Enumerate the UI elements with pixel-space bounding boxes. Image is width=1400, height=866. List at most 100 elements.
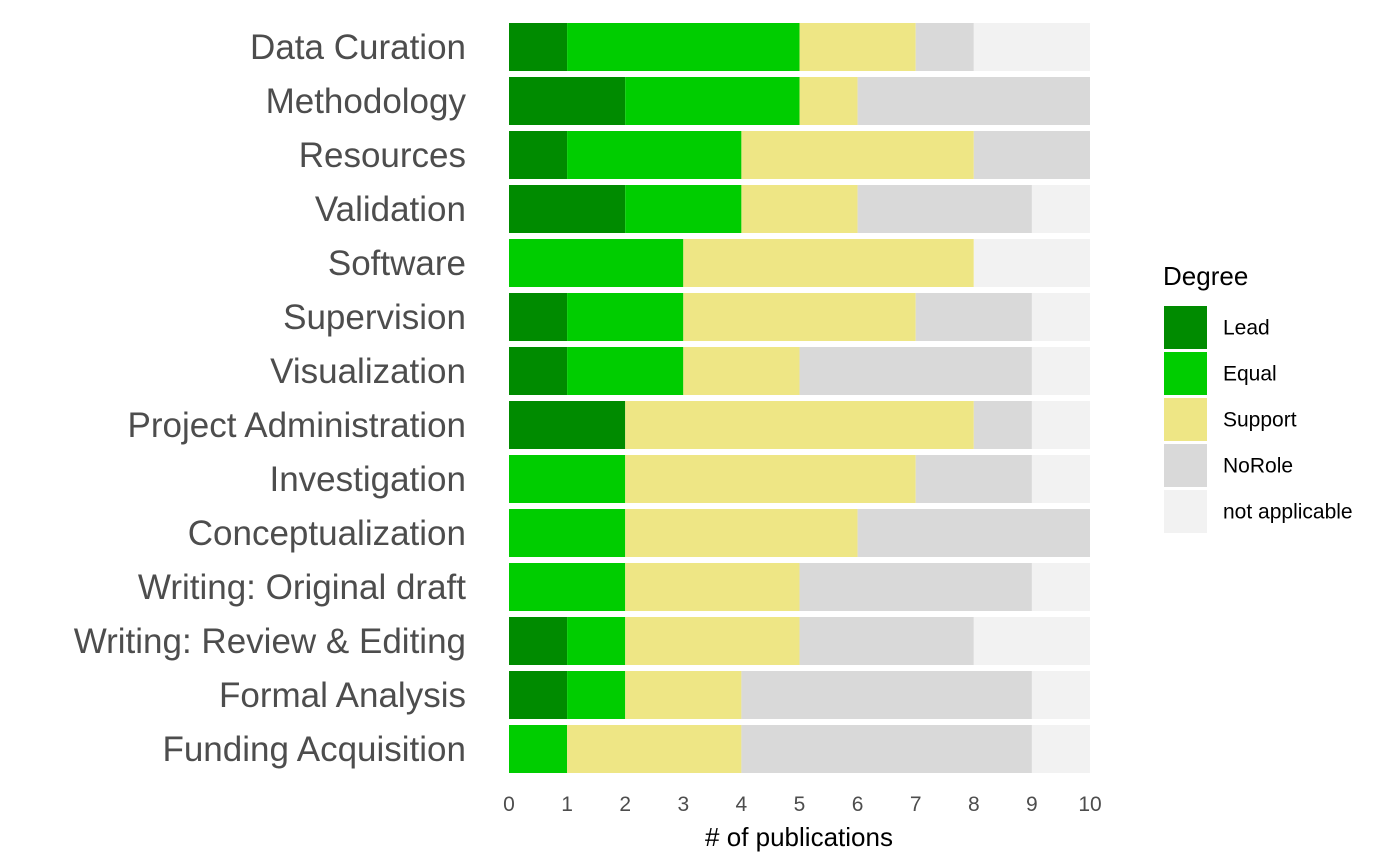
category-label: Data Curation <box>250 28 466 67</box>
bar-segment-writing-original-draft-not-applicable <box>1031 563 1090 611</box>
bar-segment-data-curation-support <box>799 23 916 71</box>
category-label: Visualization <box>270 352 466 391</box>
bar-segment-visualization-support <box>683 347 800 395</box>
bar-segment-project-administration-lead <box>509 401 626 449</box>
x-tick-label: 3 <box>677 793 689 816</box>
bar-segment-funding-acquisition-support <box>567 725 742 773</box>
bar-segment-resources-equal <box>567 131 742 179</box>
bar-segment-resources-norole <box>973 131 1090 179</box>
bar-segment-supervision-norole <box>915 293 1032 341</box>
bar-segment-resources-support <box>741 131 974 179</box>
legend-swatch-lead <box>1164 306 1207 349</box>
bar-segment-writing-review-editing-not-applicable <box>973 617 1090 665</box>
legend-label-lead: Lead <box>1223 317 1270 340</box>
bar-segment-project-administration-not-applicable <box>1031 401 1090 449</box>
bar-segment-validation-lead <box>509 185 626 233</box>
legend-label-not-applicable: not applicable <box>1223 501 1353 524</box>
bar-segment-methodology-support <box>799 77 858 125</box>
bar-segment-data-curation-not-applicable <box>973 23 1090 71</box>
bar-segment-writing-review-editing-equal <box>567 617 626 665</box>
x-tick-label: 4 <box>736 793 748 816</box>
category-label: Methodology <box>266 82 467 121</box>
bar-segment-writing-original-draft-norole <box>799 563 1032 611</box>
bar-segment-supervision-not-applicable <box>1031 293 1090 341</box>
bar-segment-methodology-equal <box>625 77 800 125</box>
x-tick-label: 9 <box>1026 793 1038 816</box>
category-label: Supervision <box>283 298 466 337</box>
bar-segment-writing-review-editing-norole <box>799 617 974 665</box>
bar-segment-data-curation-norole <box>915 23 974 71</box>
bar-segment-supervision-lead <box>509 293 568 341</box>
bar-segment-formal-analysis-support <box>625 671 742 719</box>
legend-label-equal: Equal <box>1223 363 1277 386</box>
bar-segment-visualization-lead <box>509 347 568 395</box>
x-tick-label: 0 <box>503 793 515 816</box>
bar-segment-funding-acquisition-not-applicable <box>1031 725 1090 773</box>
x-tick-label: 6 <box>852 793 864 816</box>
category-label: Writing: Original draft <box>138 568 466 607</box>
bar-segment-validation-norole <box>857 185 1032 233</box>
category-label: Validation <box>315 190 466 229</box>
bar-segment-data-curation-equal <box>567 23 800 71</box>
category-label: Resources <box>299 136 466 175</box>
bar-segment-visualization-not-applicable <box>1031 347 1090 395</box>
bar-segment-formal-analysis-not-applicable <box>1031 671 1090 719</box>
bar-segment-writing-original-draft-support <box>625 563 800 611</box>
bar-segment-formal-analysis-lead <box>509 671 568 719</box>
x-tick-label: 8 <box>968 793 980 816</box>
legend-swatch-not-applicable <box>1164 490 1207 533</box>
category-label: Formal Analysis <box>219 676 466 715</box>
category-label: Software <box>328 244 466 283</box>
legend-swatch-equal <box>1164 352 1207 395</box>
category-label: Funding Acquisition <box>162 730 466 769</box>
category-label: Investigation <box>269 460 466 499</box>
bar-segment-writing-original-draft-equal <box>509 563 626 611</box>
category-label: Writing: Review & Editing <box>74 622 466 661</box>
bar-segment-software-not-applicable <box>973 239 1090 287</box>
bar-segment-investigation-support <box>625 455 916 503</box>
bar-segment-methodology-norole <box>857 77 1090 125</box>
bar-segment-investigation-equal <box>509 455 626 503</box>
legend: Degree Lead Equal Support NoRole not applica… <box>1163 261 1353 533</box>
legend-label-support: Support <box>1223 409 1297 432</box>
bar-segment-project-administration-norole <box>973 401 1032 449</box>
bar-segment-formal-analysis-equal <box>567 671 626 719</box>
bar-segment-validation-support <box>741 185 858 233</box>
bar-segment-writing-review-editing-lead <box>509 617 568 665</box>
bar-segment-data-curation-lead <box>509 23 568 71</box>
x-axis-title: # of publications <box>705 822 893 852</box>
bar-segment-software-support <box>683 239 974 287</box>
bar-segment-funding-acquisition-norole <box>741 725 1032 773</box>
bar-segment-methodology-lead <box>509 77 626 125</box>
bar-segment-supervision-support <box>683 293 916 341</box>
bar-segment-visualization-equal <box>567 347 684 395</box>
bar-segment-validation-equal <box>625 185 742 233</box>
bar-segment-conceptualization-equal <box>509 509 626 557</box>
x-tick-label: 10 <box>1078 793 1101 816</box>
legend-swatch-support <box>1164 398 1207 441</box>
bar-segment-writing-review-editing-support <box>625 617 800 665</box>
x-tick-label: 7 <box>910 793 922 816</box>
bar-segment-project-administration-support <box>625 401 974 449</box>
legend-items: Lead Equal Support NoRole not applicable <box>1164 306 1353 533</box>
category-label: Conceptualization <box>188 514 466 553</box>
bar-segment-visualization-norole <box>799 347 1032 395</box>
bar-segment-validation-not-applicable <box>1031 185 1090 233</box>
bar-segment-conceptualization-support <box>625 509 858 557</box>
bar-segment-formal-analysis-norole <box>741 671 1032 719</box>
bars-layer <box>509 23 1090 773</box>
bar-segment-resources-lead <box>509 131 568 179</box>
x-tick-label: 1 <box>561 793 573 816</box>
bar-segment-conceptualization-norole <box>857 509 1090 557</box>
legend-label-norole: NoRole <box>1223 455 1293 478</box>
category-labels: Data Curation Methodology Resources Validat… <box>74 28 467 769</box>
x-axis-ticks: 0 1 2 3 4 5 6 7 8 9 10 <box>503 793 1102 816</box>
legend-title: Degree <box>1163 261 1248 291</box>
bar-segment-supervision-equal <box>567 293 684 341</box>
bar-segment-investigation-not-applicable <box>1031 455 1090 503</box>
x-tick-label: 2 <box>619 793 631 816</box>
category-label: Project Administration <box>128 406 466 445</box>
bar-segment-funding-acquisition-equal <box>509 725 568 773</box>
x-tick-label: 5 <box>794 793 806 816</box>
